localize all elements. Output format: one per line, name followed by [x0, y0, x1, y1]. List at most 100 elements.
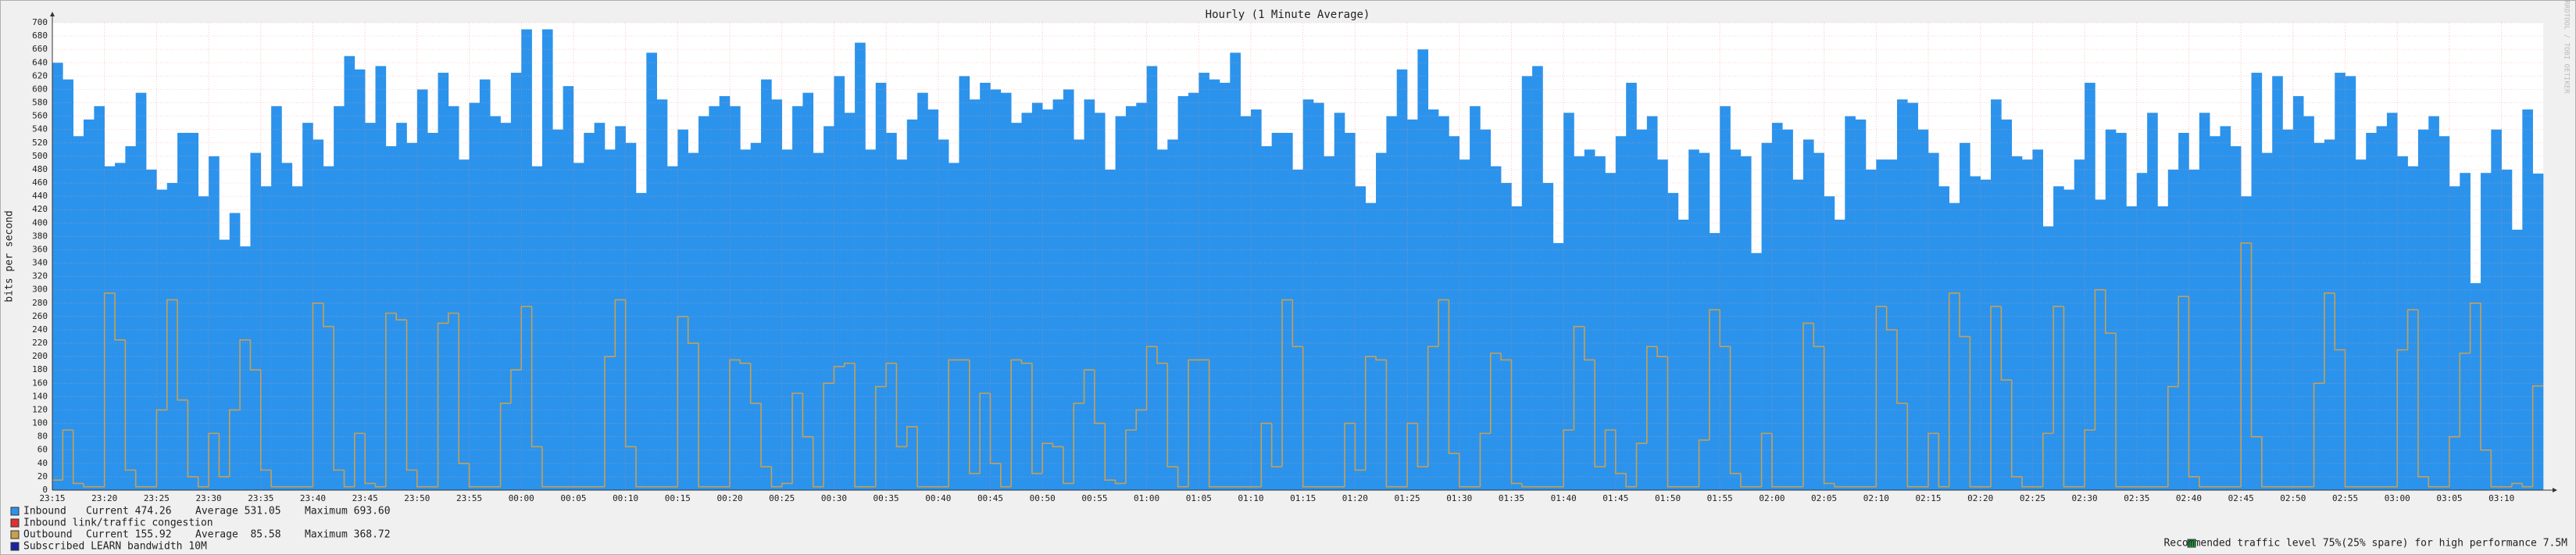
- step-line: [1188, 359, 1199, 487]
- bar: [1365, 202, 1377, 490]
- x-tick-label: 00:50: [1030, 493, 1056, 503]
- bar: [1886, 159, 1898, 490]
- step-line: [1292, 299, 1303, 348]
- step-line: [1427, 346, 1439, 467]
- y-tick-label: 380: [32, 231, 48, 241]
- bar: [2136, 173, 2148, 490]
- step-line: [1010, 359, 1022, 487]
- step-line: [604, 356, 616, 487]
- step-line: [270, 470, 282, 488]
- bar: [2011, 156, 2023, 490]
- step-line: [114, 292, 126, 341]
- step-line: [197, 476, 209, 488]
- y-tick-label: 440: [32, 191, 48, 201]
- axis-arrow: [50, 12, 55, 16]
- bar: [1156, 149, 1168, 491]
- x-tick-label: 03:00: [2385, 493, 2410, 503]
- bar: [396, 123, 407, 490]
- step-line: [1052, 443, 1063, 448]
- bar: [271, 106, 282, 491]
- bar: [250, 152, 262, 491]
- step-line: [2261, 436, 2273, 488]
- step-line: [2042, 432, 2054, 487]
- step-line: [1959, 292, 1970, 338]
- bar: [541, 29, 553, 491]
- legend-swatch: [2187, 539, 2196, 548]
- bar: [980, 82, 991, 490]
- bar: [1470, 106, 1481, 491]
- bar: [260, 186, 272, 491]
- step-line: [134, 470, 147, 488]
- bar: [1730, 149, 1742, 491]
- x-tick-label: 02:50: [2280, 493, 2306, 503]
- step-line: [1073, 403, 1084, 484]
- bar: [2053, 186, 2064, 491]
- chart-title: Hourly (1 Minute Average): [1206, 9, 1370, 21]
- bar: [459, 159, 470, 490]
- bar: [1230, 52, 1241, 490]
- y-tick-label: 160: [32, 378, 48, 388]
- bar: [1084, 99, 1095, 490]
- bar: [2313, 142, 2325, 490]
- step-line: [354, 432, 366, 487]
- step-line: [1406, 422, 1418, 487]
- x-tick-label: 01:50: [1655, 493, 1681, 503]
- bar: [761, 79, 772, 491]
- bar: [2220, 126, 2231, 490]
- step-line: [749, 363, 762, 404]
- bar: [1501, 183, 1512, 490]
- bar: [1313, 102, 1324, 490]
- bar: [1720, 106, 1731, 491]
- bar: [730, 106, 741, 491]
- step-line: [1458, 453, 1470, 488]
- step-line: [1594, 360, 1606, 467]
- step-line: [510, 369, 522, 403]
- step-line: [187, 399, 198, 478]
- bar: [1980, 179, 1992, 490]
- y-tick-label: 540: [32, 124, 48, 134]
- bar: [1970, 176, 1981, 490]
- step-line: [2104, 289, 2117, 335]
- bar: [2501, 169, 2513, 490]
- step-line: [468, 463, 480, 488]
- bar: [1949, 202, 1960, 490]
- step-line: [1823, 346, 1835, 485]
- x-tick-label: 02:15: [1915, 493, 1941, 503]
- step-line: [1802, 322, 1814, 487]
- bar: [573, 163, 584, 490]
- bar: [1000, 92, 1012, 490]
- legend-stat: Maximum 368.72: [305, 529, 391, 541]
- step-line: [2521, 483, 2533, 488]
- bar: [1324, 156, 1334, 490]
- bar: [2417, 129, 2429, 490]
- x-tick-label: 02:55: [2332, 493, 2358, 503]
- bar: [1938, 186, 1949, 491]
- step-line: [1385, 360, 1397, 488]
- bar: [1657, 159, 1668, 490]
- bar: [2511, 229, 2523, 490]
- bar: [1667, 192, 1679, 491]
- step-line: [2063, 306, 2074, 488]
- bar: [969, 99, 981, 490]
- bar: [2386, 113, 2398, 491]
- step-line: [520, 306, 532, 371]
- y-tick-label: 60: [38, 445, 48, 455]
- bar: [1511, 206, 1523, 490]
- bar: [2085, 82, 2095, 490]
- step-line: [677, 316, 688, 487]
- bar: [1052, 99, 1064, 490]
- step-line: [531, 306, 542, 448]
- step-line: [1500, 353, 1512, 361]
- step-line: [218, 433, 230, 478]
- bar: [938, 139, 949, 490]
- step-line: [2000, 306, 2012, 381]
- step-line: [62, 429, 73, 481]
- step-line: [802, 393, 813, 438]
- x-tick-label: 00:00: [509, 493, 534, 503]
- bar: [1250, 109, 1262, 491]
- bar: [1177, 95, 1189, 490]
- bar: [844, 113, 856, 491]
- step-line: [1448, 299, 1459, 454]
- x-tick-label: 01:10: [1238, 493, 1263, 503]
- step-line: [343, 470, 355, 488]
